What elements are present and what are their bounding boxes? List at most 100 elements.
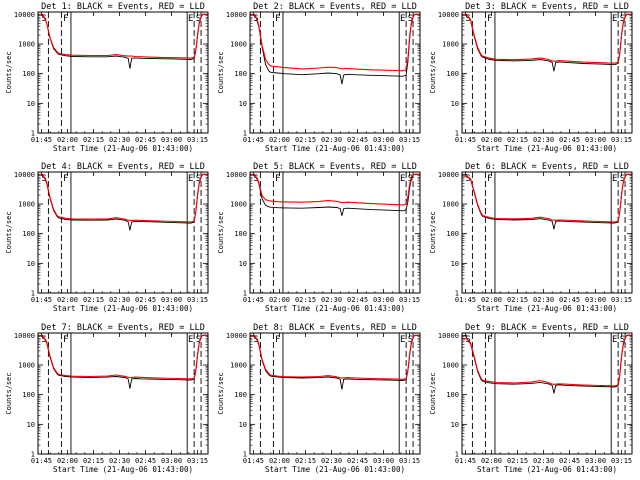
y-tick-label: 1000 [230, 41, 247, 49]
y-tick-label: 1 [31, 130, 35, 138]
panel-title: Det 6: BLACK = Events, RED = LLD [465, 162, 629, 172]
marker-label: S [196, 335, 201, 345]
plot-frame [249, 11, 421, 134]
x-tick-label: 03:15 [187, 296, 208, 304]
x-tick-label: 02:15 [295, 296, 316, 304]
lld-series-line [461, 173, 632, 223]
x-tick-label: 02:00 [481, 457, 502, 465]
y-tick-label: 10 [451, 100, 459, 108]
y-tick-label: 1 [455, 130, 459, 138]
x-axis-label: Start Time (21-Aug-06 01:43:00) [477, 304, 617, 313]
x-tick-label: 03:15 [399, 296, 420, 304]
x-tick-label: 02:30 [321, 296, 342, 304]
y-tick-label: 1000 [18, 201, 35, 209]
x-tick-label: 01:45 [455, 457, 476, 465]
x-tick-label: 01:45 [243, 136, 264, 144]
y-tick-label: 10000 [14, 11, 35, 19]
lld-series-line [461, 13, 632, 64]
y-tick-label: 100 [234, 391, 247, 399]
plot-frame [461, 332, 633, 455]
x-tick-label: 02:15 [507, 296, 528, 304]
y-tick-label: 1 [243, 451, 247, 459]
marker-label: F [63, 174, 68, 184]
y-tick-label: 10000 [14, 171, 35, 179]
y-axis-label: Counts/sec [5, 211, 13, 253]
panel-title: Det 4: BLACK = Events, RED = LLD [41, 162, 205, 172]
marker-label: E [400, 174, 405, 184]
y-tick-label: 10 [451, 260, 459, 268]
marker-label: S [620, 335, 625, 345]
panel-det-6: Det 6: BLACK = Events, RED = LLD 1 10 100 10… [429, 162, 633, 313]
x-axis-label: Start Time (21-Aug-06 01:43:00) [53, 304, 193, 313]
y-tick-label: 1000 [230, 362, 247, 370]
x-tick-label: 03:00 [373, 136, 394, 144]
y-tick-label: 100 [22, 70, 35, 78]
x-tick-label: 03:00 [373, 457, 394, 465]
panel-title: Det 3: BLACK = Events, RED = LLD [465, 2, 629, 12]
y-tick-label: 1 [243, 290, 247, 298]
marker-label: F [275, 335, 280, 345]
x-tick-label: 02:00 [57, 296, 78, 304]
y-axis-label: Counts/sec [217, 211, 225, 253]
x-tick-label: 02:15 [83, 296, 104, 304]
x-tick-label: 02:00 [481, 296, 502, 304]
x-tick-label: 02:15 [83, 136, 104, 144]
lld-series-line [249, 13, 420, 72]
x-tick-label: 02:30 [109, 457, 130, 465]
x-tick-label: 01:45 [31, 136, 52, 144]
marker-label: E [400, 14, 405, 24]
y-tick-label: 10 [239, 421, 247, 429]
x-axis-label: Start Time (21-Aug-06 01:43:00) [477, 465, 617, 474]
x-tick-label: 03:15 [187, 136, 208, 144]
marker-label: F [487, 174, 492, 184]
y-tick-label: 1 [455, 451, 459, 459]
panel-title: Det 9: BLACK = Events, RED = LLD [465, 323, 629, 333]
plot-frame [249, 332, 421, 455]
y-tick-label: 10000 [226, 171, 247, 179]
marker-label: E [612, 335, 617, 345]
x-tick-label: 02:45 [135, 296, 156, 304]
y-tick-label: 10000 [438, 332, 459, 340]
x-tick-label: 02:00 [57, 136, 78, 144]
x-tick-label: 02:45 [559, 136, 580, 144]
marker-label: S [620, 174, 625, 184]
x-tick-label: 03:00 [161, 136, 182, 144]
x-tick-label: 03:00 [373, 296, 394, 304]
x-tick-label: 02:45 [135, 136, 156, 144]
marker-label: F [63, 14, 68, 24]
x-tick-label: 02:00 [269, 296, 290, 304]
y-tick-label: 10 [239, 100, 247, 108]
marker-label: E [188, 335, 193, 345]
lld-series-line [249, 334, 420, 380]
plot-frame [461, 171, 633, 294]
marker-label: S [253, 174, 258, 184]
y-tick-label: 100 [234, 230, 247, 238]
marker-label: S [196, 174, 201, 184]
panel-det-1: Det 1: BLACK = Events, RED = LLD 1 10 100 10… [5, 2, 209, 153]
marker-label: F [487, 335, 492, 345]
y-axis-label: Counts/sec [429, 211, 437, 253]
marker-label: S [196, 14, 201, 24]
y-tick-label: 10 [451, 421, 459, 429]
marker-label: F [275, 14, 280, 24]
y-tick-label: 100 [22, 391, 35, 399]
lld-series-line [461, 334, 632, 387]
y-tick-label: 10 [27, 421, 35, 429]
x-tick-label: 02:30 [109, 136, 130, 144]
marker-label: S [253, 335, 258, 345]
marker-label: E [188, 14, 193, 24]
x-tick-label: 03:15 [611, 136, 632, 144]
x-tick-label: 02:45 [559, 296, 580, 304]
x-tick-label: 01:45 [31, 296, 52, 304]
y-tick-label: 100 [446, 391, 459, 399]
x-tick-label: 03:15 [187, 457, 208, 465]
y-tick-label: 10 [27, 100, 35, 108]
y-tick-label: 1 [455, 290, 459, 298]
x-tick-label: 03:15 [399, 136, 420, 144]
y-tick-label: 1 [243, 130, 247, 138]
marker-label: S [408, 335, 413, 345]
y-tick-label: 1000 [230, 201, 247, 209]
marker-label: S [41, 14, 46, 24]
panel-det-3: Det 3: BLACK = Events, RED = LLD 1 10 100 10… [429, 2, 633, 153]
panel-det-4: Det 4: BLACK = Events, RED = LLD 1 10 100 10… [5, 162, 209, 313]
